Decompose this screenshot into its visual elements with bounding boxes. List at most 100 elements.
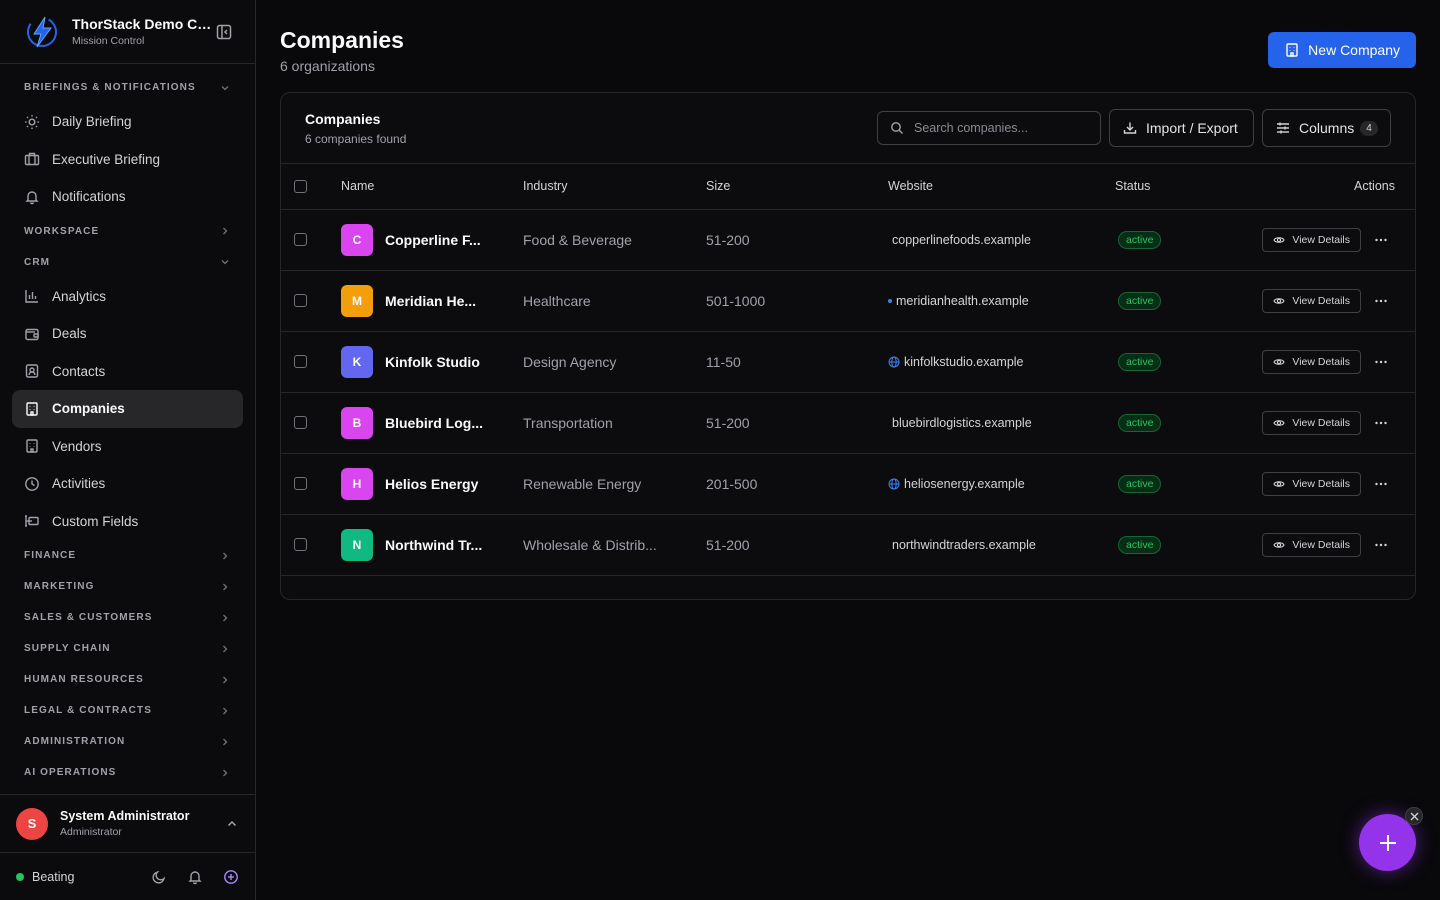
company-industry: Food & Beverage [523,209,706,271]
table-row[interactable]: N Northwind Tr... Wholesale & Distrib... 51… [281,514,1415,576]
sun-icon [24,114,40,130]
chevron-right-icon [219,225,231,237]
user-name: System Administrator [60,809,190,823]
sidebar-section-briefings-and-notifications[interactable]: BRIEFINGS & NOTIFICATIONS [12,72,243,103]
column-header-actions: Actions [1235,164,1415,210]
sidebar-section-supply-chain[interactable]: SUPPLY CHAIN [12,633,243,664]
company-size: 51-200 [706,514,888,576]
view-details-button[interactable]: View Details [1262,410,1361,435]
thorstack-logo-icon[interactable] [24,14,60,50]
more-options-icon[interactable] [1373,537,1389,553]
company-name[interactable]: Copperline F... [385,231,481,248]
company-industry: Wholesale & Distrib... [523,514,706,576]
sidebar-collapse-icon[interactable] [215,23,233,41]
table-row[interactable]: K Kinfolk Studio Design Agency 11-50 kinfolk… [281,331,1415,393]
companies-table: Name Industry Size Website Status Action… [281,164,1415,576]
more-options-icon[interactable] [1373,415,1389,431]
sidebar-item-custom-fields[interactable]: Custom Fields [12,503,243,541]
sidebar-item-notifications[interactable]: Notifications [12,178,243,216]
view-details-button[interactable]: View Details [1262,471,1361,496]
row-checkbox[interactable] [294,538,307,551]
company-website-link[interactable]: bluebirdlogistics.example [892,415,1032,430]
columns-button[interactable]: Columns 4 [1262,109,1391,147]
plus-circle-icon[interactable] [223,869,239,885]
view-details-button[interactable]: View Details [1262,349,1361,374]
import-export-button[interactable]: Import / Export [1109,109,1254,147]
table-row[interactable]: B Bluebird Log... Transportation 51-200 blue… [281,392,1415,454]
sidebar-item-vendors[interactable]: Vendors [12,428,243,466]
table-row[interactable]: C Copperline F... Food & Beverage 51-200 cop… [281,209,1415,271]
row-checkbox[interactable] [294,294,307,307]
sidebar-item-daily-briefing[interactable]: Daily Briefing [12,103,243,141]
sidebar-item-contacts[interactable]: Contacts [12,353,243,391]
sidebar-section-label: ADMINISTRATION [24,736,126,747]
bell-icon [24,189,40,205]
sidebar-section-sales-and-customers[interactable]: SALES & CUSTOMERS [12,602,243,633]
column-header-status[interactable]: Status [1115,164,1235,210]
more-options-icon[interactable] [1373,476,1389,492]
company-name[interactable]: Northwind Tr... [385,536,483,553]
row-checkbox[interactable] [294,477,307,490]
company-website-link[interactable]: copperlinefoods.example [892,232,1031,247]
row-checkbox[interactable] [294,416,307,429]
chevron-right-icon [219,767,231,779]
row-checkbox[interactable] [294,355,307,368]
chevron-right-icon [219,581,231,593]
column-header-industry[interactable]: Industry [523,164,706,210]
sidebar-item-analytics[interactable]: Analytics [12,278,243,316]
company-website-link[interactable]: heliosenergy.example [904,476,1025,491]
sidebar-section-finance[interactable]: FINANCE [12,540,243,571]
company-website-link[interactable]: northwindtraders.example [892,537,1036,552]
column-header-name[interactable]: Name [341,164,523,210]
quick-add-fab-button[interactable] [1359,814,1416,871]
sidebar-section-workspace[interactable]: WORKSPACE [12,216,243,247]
row-checkbox[interactable] [294,233,307,246]
clock-icon [24,476,40,492]
more-options-icon[interactable] [1373,354,1389,370]
notifications-bell-icon[interactable] [187,869,203,885]
view-details-button[interactable]: View Details [1262,532,1361,557]
sidebar-section-ai-operations[interactable]: AI OPERATIONS [12,757,243,788]
new-company-button[interactable]: New Company [1268,32,1416,68]
sidebar-section-administration[interactable]: ADMINISTRATION [12,726,243,757]
sidebar-item-companies[interactable]: Companies [12,390,243,428]
view-details-button[interactable]: View Details [1262,288,1361,313]
column-header-website[interactable]: Website [888,164,1115,210]
moon-icon[interactable] [151,869,167,885]
sidebar-item-label: Executive Briefing [52,151,161,167]
sidebar-section-marketing[interactable]: MARKETING [12,571,243,602]
company-name[interactable]: Kinfolk Studio [385,353,480,370]
user-menu[interactable]: S System Administrator Administrator [0,794,255,852]
table-row[interactable]: H Helios Energy Renewable Energy 201-500 hel… [281,453,1415,515]
company-website-link[interactable]: meridianhealth.example [896,293,1029,308]
sidebar-item-deals[interactable]: Deals [12,315,243,353]
view-details-button[interactable]: View Details [1262,227,1361,252]
columns-label: Columns [1299,120,1355,136]
company-name[interactable]: Meridian He... [385,292,477,309]
sidebar-item-activities[interactable]: Activities [12,465,243,503]
company-avatar: H [341,467,373,500]
status-badge: active [1118,292,1162,310]
company-name[interactable]: Bluebird Log... [385,414,483,431]
view-details-label: View Details [1292,355,1350,368]
chevron-right-icon [219,705,231,717]
status-badge: active [1118,414,1162,432]
sidebar-section-legal-and-contracts[interactable]: LEGAL & CONTRACTS [12,695,243,726]
column-header-size[interactable]: Size [706,164,888,210]
sidebar-item-label: Custom Fields [52,513,139,529]
more-options-icon[interactable] [1373,232,1389,248]
sidebar-section-human-resources[interactable]: HUMAN RESOURCES [12,664,243,695]
sidebar-section-crm[interactable]: CRM [12,247,243,278]
sidebar-item-label: Vendors [52,438,102,454]
table-row[interactable]: M Meridian He... Healthcare 501-1000 meridia… [281,270,1415,332]
eye-icon [1273,417,1286,429]
company-website-link[interactable]: kinfolkstudio.example [904,354,1024,369]
search-input[interactable] [914,121,1084,135]
org-name: ThorStack Demo Company [72,16,214,32]
fab-close-button[interactable] [1405,807,1423,825]
select-all-checkbox[interactable] [294,179,307,193]
sidebar-item-executive-briefing[interactable]: Executive Briefing [12,141,243,179]
company-name[interactable]: Helios Energy [385,475,479,492]
chevron-up-icon[interactable] [225,817,239,831]
more-options-icon[interactable] [1373,293,1389,309]
